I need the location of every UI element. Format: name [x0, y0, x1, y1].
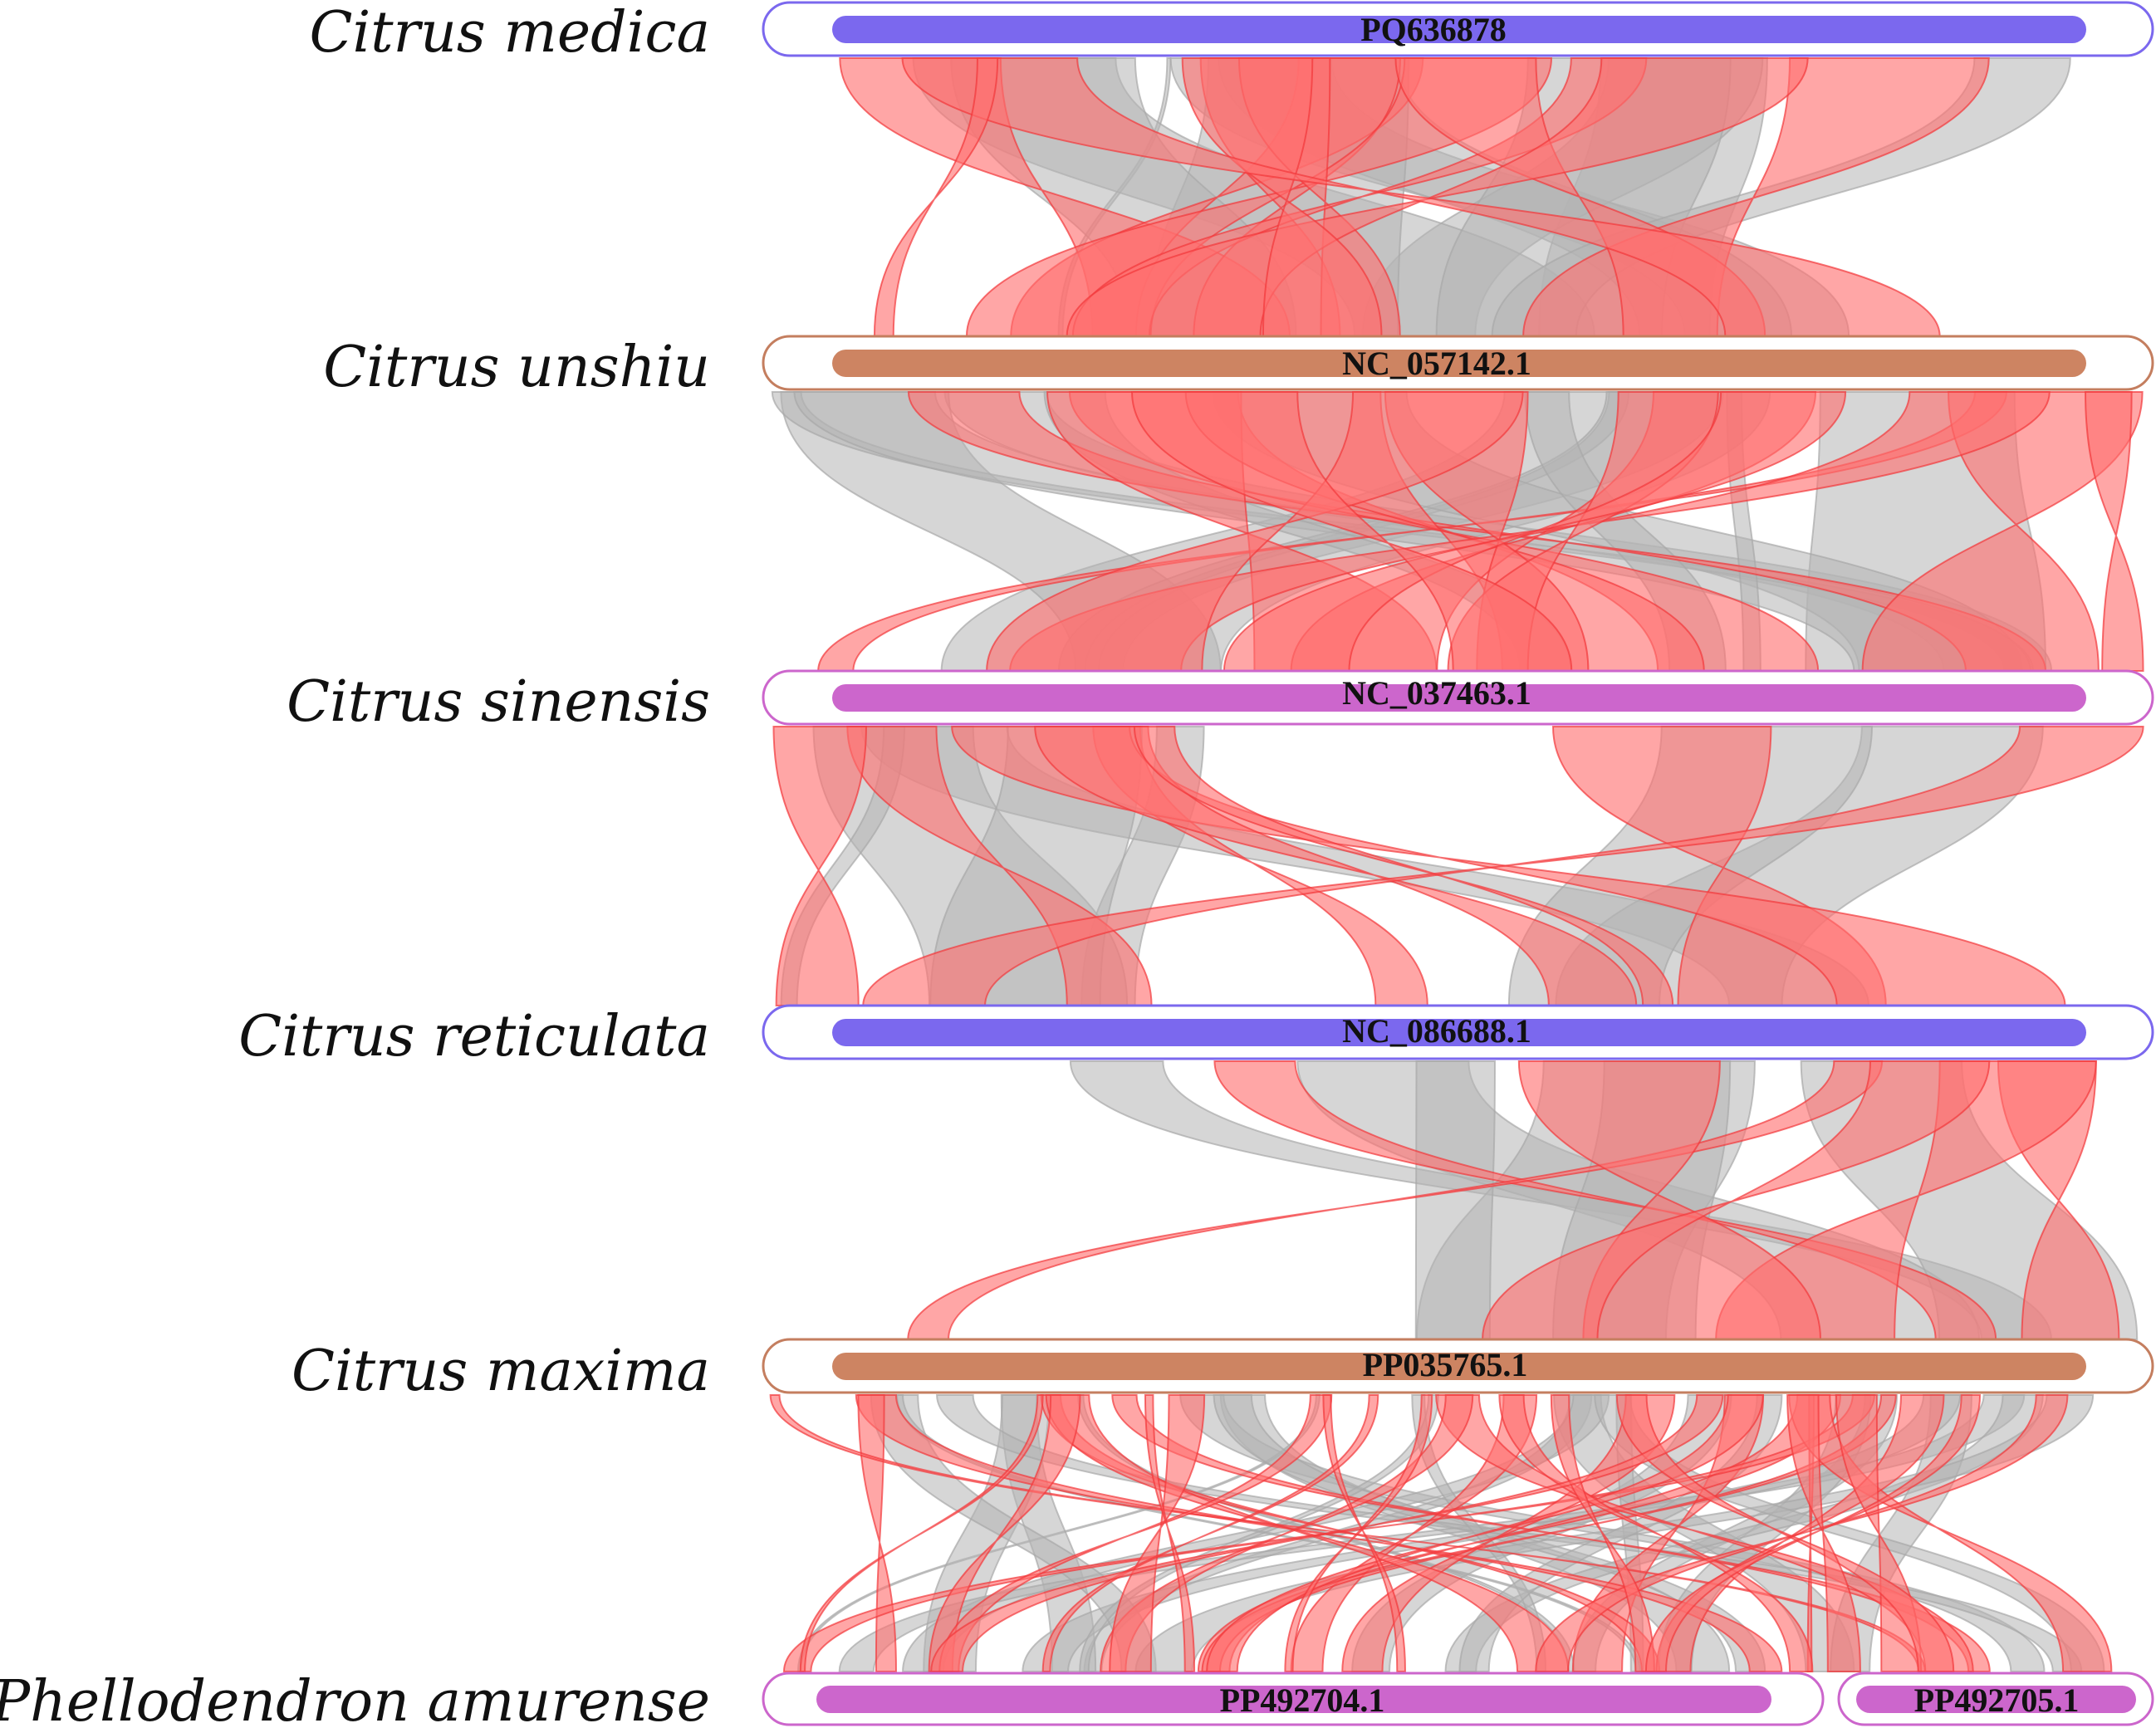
chromosome-bar [1856, 1686, 2136, 1713]
inverted-synteny-ribbon [1206, 1394, 1764, 1672]
chromosome-label: NC_057142.1 [1342, 345, 1531, 382]
inverted-synteny-ribbon [1550, 1394, 1655, 1672]
inverted-synteny-ribbon [1786, 1394, 1861, 1672]
inverted-synteny-ribbon [1615, 1394, 1955, 1672]
inverted-synteny-ribbon [1535, 1394, 2069, 1672]
inverted-synteny-ribbon [862, 726, 2144, 1006]
chromosome-bar [832, 1019, 2086, 1046]
inverted-synteny-ribbon [1041, 1394, 1379, 1672]
track-citrus-reticulata: Citrus reticulata NC_086688.1 [238, 1004, 2154, 1070]
chromosome-label: NC_037463.1 [1342, 674, 1531, 712]
inverted-synteny-ribbon [857, 1394, 898, 1672]
track-citrus-sinensis: Citrus sinensis NC_037463.1 [287, 669, 2154, 735]
inverted-synteny-ribbon [1341, 1394, 1676, 1672]
inverted-synteny-ribbon [930, 1394, 1724, 1672]
inverted-synteny-ribbon [1197, 1394, 1841, 1672]
species-label: Phellodendron amurense [0, 1669, 710, 1728]
chromosome-bar [832, 684, 2086, 712]
inverted-synteny-ribbon [1482, 1060, 1991, 1340]
inverted-synteny-ribbon [1861, 391, 2144, 672]
chromosome-label: PQ636878 [1360, 11, 1507, 48]
synteny-ribbons [769, 57, 2144, 1672]
species-label: Citrus sinensis [287, 669, 710, 735]
chromosome-bar [832, 1353, 2086, 1380]
species-label: Citrus medica [309, 0, 710, 66]
track-phellodendron-amurense: Phellodendron amurense PP492704.1 PP4927… [0, 1669, 2154, 1728]
synteny-ribbon [1414, 1060, 1496, 1340]
inverted-synteny-ribbon [1322, 1394, 1407, 1672]
inverted-synteny-ribbon [855, 1394, 1783, 1672]
inverted-synteny-ribbon [799, 1394, 1044, 1672]
inverted-synteny-ribbon [1066, 57, 1809, 337]
inverted-synteny-ribbon [772, 726, 867, 1006]
inverted-synteny-ribbon [928, 1394, 1081, 1672]
inverted-synteny-ribbon [1109, 1394, 1206, 1672]
species-label: Citrus unshiu [323, 335, 710, 400]
track-citrus-maxima: Citrus maxima PP035765.1 [292, 1338, 2154, 1404]
chromosome-bar [832, 350, 2086, 377]
chromosome-label: NC_086688.1 [1342, 1012, 1531, 1050]
track-citrus-medica: Citrus medica PQ636878 [309, 0, 2154, 66]
species-label: Citrus maxima [292, 1339, 710, 1404]
inverted-synteny-ribbon [1131, 391, 1573, 672]
species-label: Citrus reticulata [238, 1004, 710, 1070]
inverted-synteny-ribbon [1111, 1394, 1991, 1672]
inverted-synteny-ribbon [1144, 1394, 1196, 1672]
inverted-synteny-ribbon [901, 57, 1941, 337]
chromosome-bar [816, 1686, 1771, 1713]
inverted-synteny-ribbon [1644, 1394, 1982, 1672]
inverted-synteny-ribbon [1284, 1394, 1433, 1672]
chromosome-bar [832, 16, 2086, 43]
chromosome-label: PP492705.1 [1914, 1681, 2080, 1719]
track-citrus-unshiu: Citrus unshiu NC_057142.1 [323, 335, 2154, 400]
chromosome-label: PP492704.1 [1220, 1681, 1385, 1719]
inverted-synteny-ribbon [1223, 391, 1847, 672]
chromosome-label: PP035765.1 [1363, 1346, 1528, 1383]
